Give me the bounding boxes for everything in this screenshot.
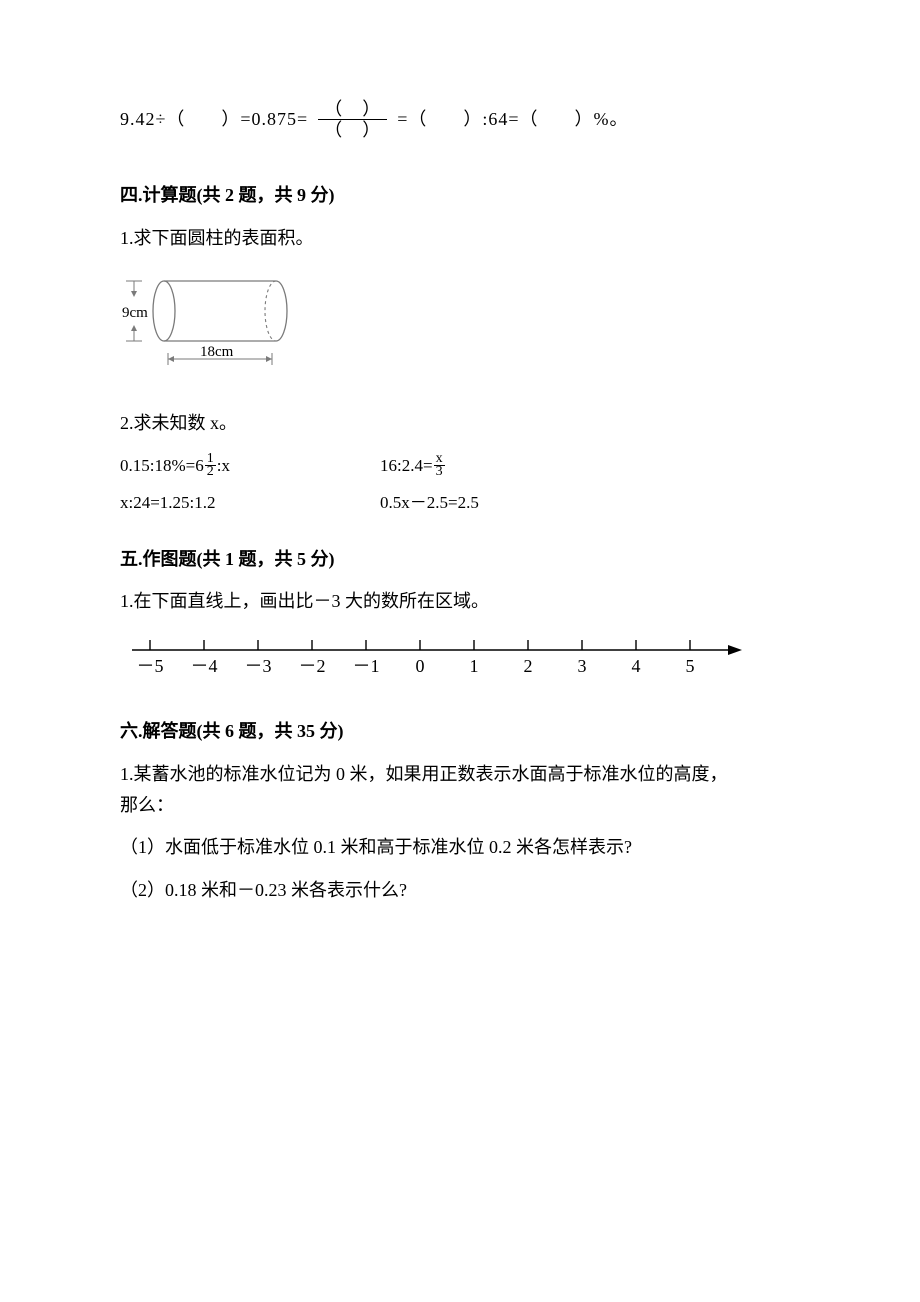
q9-segment: =（ [397, 105, 427, 134]
q9-segment: ）=0.875= [221, 105, 308, 134]
equation-cell: 0.15:18%=6 1 2 :x [120, 452, 380, 479]
number-line-figure: －5 －4 －3 －2 －1 0 1 2 3 4 5 [120, 630, 800, 689]
eq-segment: 16:2.4= [380, 452, 433, 479]
svg-text:5: 5 [686, 656, 695, 676]
svg-text:3: 3 [578, 656, 587, 676]
section-6-heading: 六.解答题(共 6 题，共 35 分) [120, 717, 800, 746]
cylinder-figure: 9cm 18cm [120, 267, 800, 386]
q9-segment: 9.42÷（ [120, 105, 185, 134]
section-5-heading: 五.作图题(共 1 题，共 5 分) [120, 545, 800, 574]
mixed-fraction: 1 2 [204, 453, 217, 479]
sec5-q1-text: 1.在下面直线上，画出比－3 大的数所在区域。 [120, 587, 800, 616]
svg-text:－3: －3 [245, 656, 272, 676]
svg-text:2: 2 [524, 656, 533, 676]
small-fraction: 1 2 [205, 453, 216, 479]
svg-text:－1: －1 [353, 656, 380, 676]
sec6-q1-line2: 那么： [120, 791, 800, 820]
sec6-q1-sub2: （2）0.18 米和－0.23 米各表示什么? [120, 876, 800, 905]
sec4-q1-text: 1.求下面圆柱的表面积。 [120, 224, 800, 253]
sec4-q2-text: 2.求未知数 x。 [120, 409, 800, 438]
fraction-blank: （ ） （ ） [318, 100, 387, 139]
sec6-q1-line1: 1.某蓄水池的标准水位记为 0 米，如果用正数表示水面高于标准水位的高度， [120, 760, 800, 789]
svg-text:18cm: 18cm [200, 344, 234, 360]
fraction-denominator: （ ） [318, 119, 387, 139]
svg-text:9cm: 9cm [122, 305, 148, 321]
equation-grid: 0.15:18%=6 1 2 :x 16:2.4= x 3 x:24=1.25:… [120, 452, 800, 516]
svg-text:0: 0 [416, 656, 425, 676]
eq-segment: :x [217, 452, 230, 479]
svg-text:1: 1 [470, 656, 479, 676]
svg-text:－5: －5 [137, 656, 164, 676]
svg-text:4: 4 [632, 656, 641, 676]
cylinder-svg: 9cm 18cm [120, 267, 300, 377]
svg-text:－4: －4 [191, 656, 218, 676]
equation-cell: x:24=1.25:1.2 [120, 489, 380, 516]
small-fraction: x 3 [434, 453, 445, 479]
eq-segment: 0.15:18%=6 [120, 452, 204, 479]
section-4-heading: 四.计算题(共 2 题，共 9 分) [120, 181, 800, 210]
equation-cell: 0.5x－2.5=2.5 [380, 489, 640, 516]
equation-cell: 16:2.4= x 3 [380, 452, 640, 479]
svg-text:－2: －2 [299, 656, 326, 676]
number-line-svg: －5 －4 －3 －2 －1 0 1 2 3 4 5 [120, 630, 780, 680]
sec6-q1-sub1: （1）水面低于标准水位 0.1 米和高于标准水位 0.2 米各怎样表示? [120, 833, 800, 862]
q9-segment: ）%。 [575, 105, 629, 134]
q9-segment: ）:64=（ [463, 105, 538, 134]
question-9: 9.42÷（ ）=0.875= （ ） （ ） =（ ）:64=（ ）%。 [120, 100, 800, 139]
fraction-numerator: （ ） [318, 100, 387, 119]
